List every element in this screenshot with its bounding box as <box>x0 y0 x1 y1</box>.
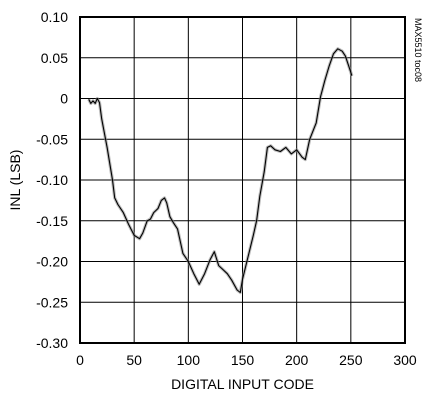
x-axis-title: DIGITAL INPUT CODE <box>171 376 314 392</box>
x-tick-labels: 0 50 100 150 200 250 300 <box>76 352 417 368</box>
y-tick-label: -0.05 <box>36 131 68 147</box>
x-tick-label: 0 <box>76 352 84 368</box>
series-layer <box>87 47 354 295</box>
x-tick-label: 150 <box>231 352 255 368</box>
y-tick-label: -0.30 <box>36 335 68 351</box>
x-tick-label: 50 <box>126 352 142 368</box>
x-tick-label: 250 <box>339 352 363 368</box>
x-tick-label: 100 <box>177 352 201 368</box>
plot-frame <box>79 16 406 344</box>
y-tick-label: -0.15 <box>36 213 68 229</box>
y-tick-label: 0 <box>60 91 68 107</box>
y-tick-label: -0.20 <box>36 254 68 270</box>
x-tick-label: 200 <box>285 352 309 368</box>
y-tick-label: 0.10 <box>41 9 68 25</box>
series-band-0 <box>87 47 354 295</box>
grid <box>79 16 406 344</box>
y-axis-title: INL (LSB) <box>7 150 23 211</box>
x-tick-label: 300 <box>393 352 417 368</box>
series-line-0 <box>88 48 353 294</box>
y-tick-label: -0.10 <box>36 172 68 188</box>
y-tick-label: -0.25 <box>36 294 68 310</box>
figure-id-label: MAX5510 toc08 <box>413 18 423 82</box>
y-tick-labels: 0.10 0.05 0 -0.05 -0.10 -0.15 -0.20 -0.25 -0.30 <box>36 9 68 351</box>
y-tick-label: 0.05 <box>41 50 68 66</box>
